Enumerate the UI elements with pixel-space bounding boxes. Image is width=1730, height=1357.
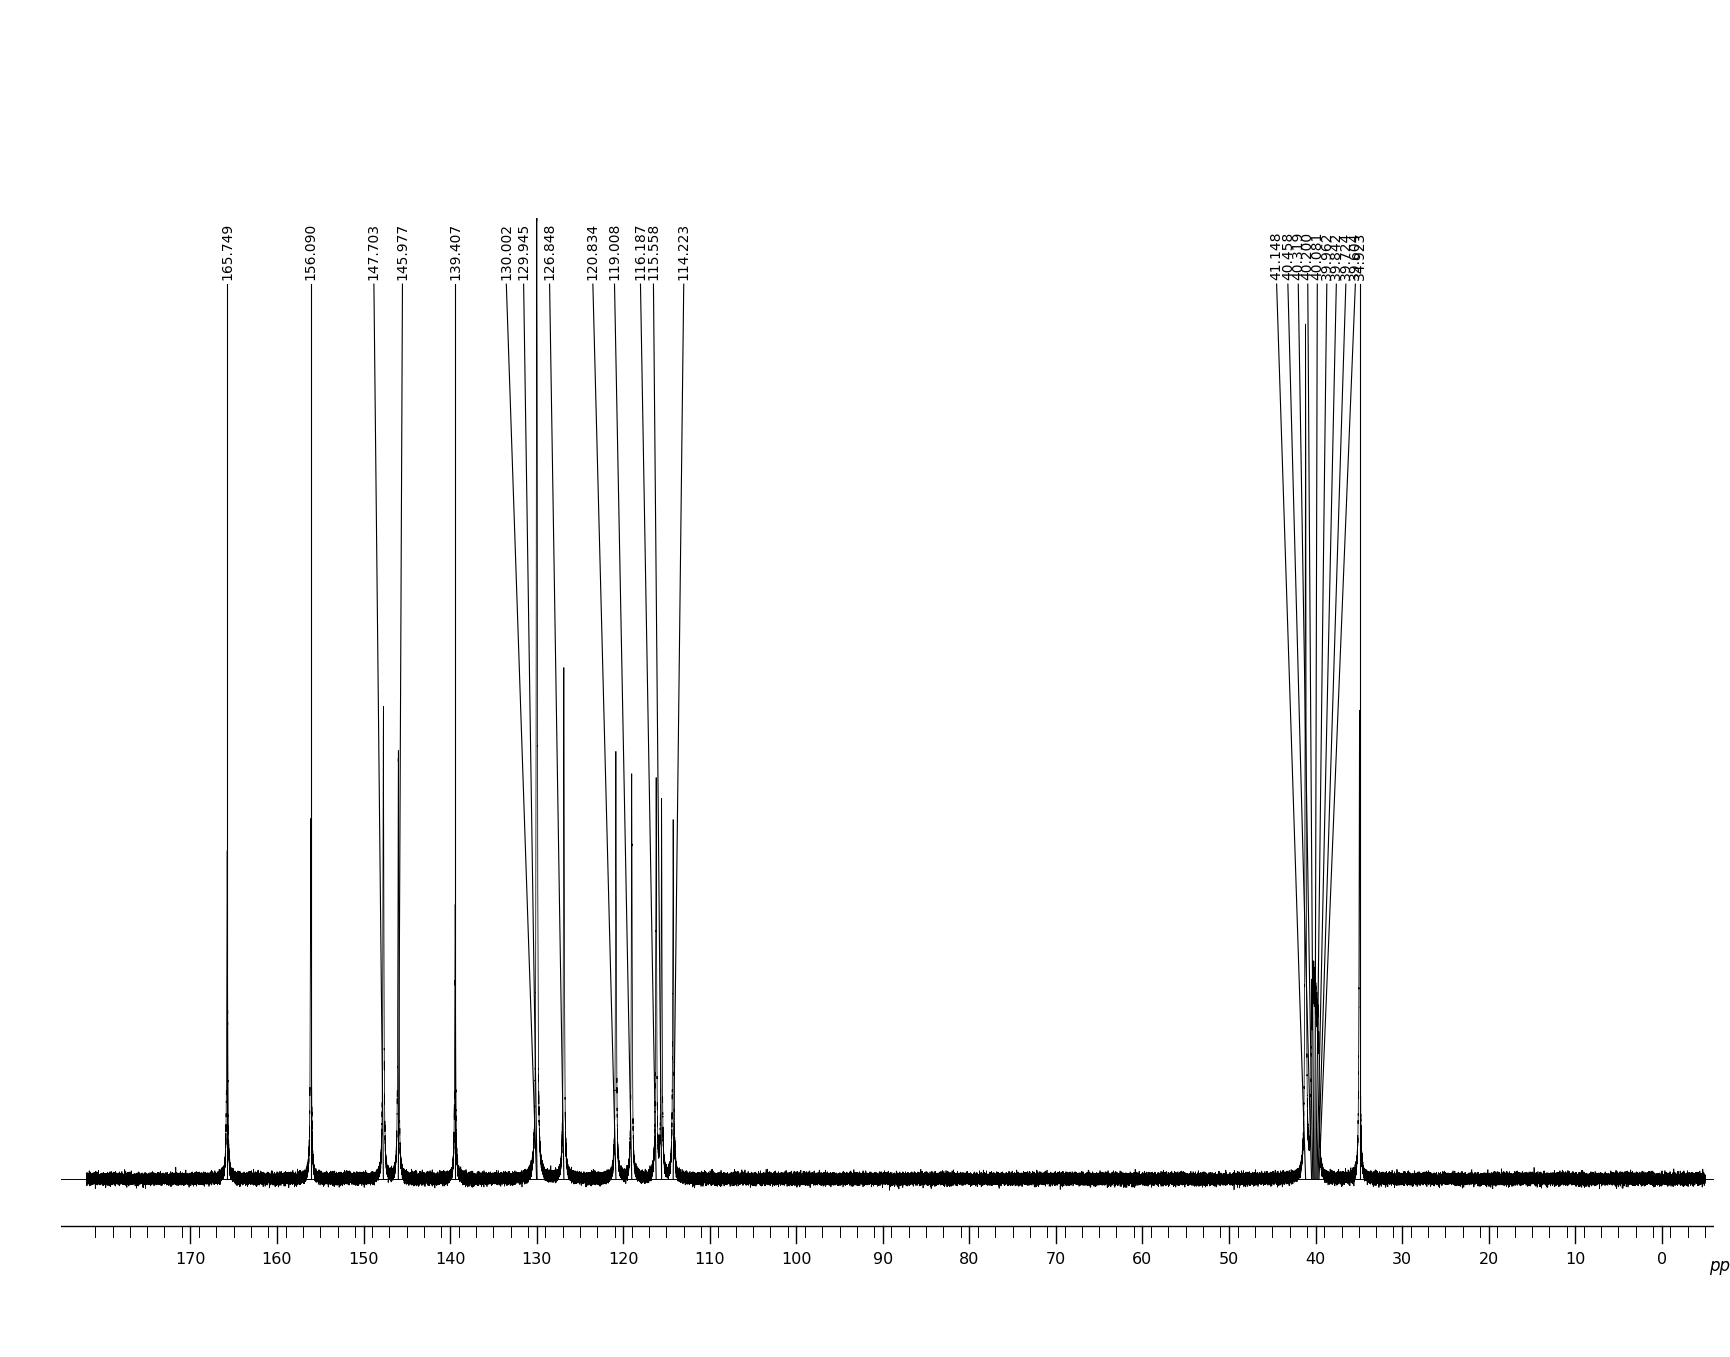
Text: 30: 30 <box>1391 1251 1412 1267</box>
Text: 50: 50 <box>1218 1251 1239 1267</box>
Text: 40.200: 40.200 <box>1299 232 1315 280</box>
Text: 130.002: 130.002 <box>498 223 514 280</box>
Text: 39.962: 39.962 <box>1318 232 1334 280</box>
Text: 40.081: 40.081 <box>1310 232 1323 280</box>
Text: 39.724: 39.724 <box>1337 232 1353 280</box>
Text: 170: 170 <box>175 1251 206 1267</box>
Text: 145.977: 145.977 <box>394 223 410 280</box>
Text: 115.558: 115.558 <box>645 223 661 280</box>
Text: 156.090: 156.090 <box>304 223 318 280</box>
Text: 139.407: 139.407 <box>448 223 462 280</box>
Text: 116.187: 116.187 <box>633 223 647 280</box>
Text: 40.319: 40.319 <box>1291 232 1304 280</box>
Text: 165.749: 165.749 <box>220 223 234 280</box>
Text: 120.834: 120.834 <box>585 223 600 280</box>
Text: 129.945: 129.945 <box>516 223 531 280</box>
Text: 0: 0 <box>1656 1251 1666 1267</box>
Text: 147.703: 147.703 <box>367 223 381 280</box>
Text: 40: 40 <box>1304 1251 1325 1267</box>
Text: 120: 120 <box>607 1251 638 1267</box>
Text: 39.842: 39.842 <box>1329 232 1342 280</box>
Text: 40.458: 40.458 <box>1280 232 1294 280</box>
Text: 126.848: 126.848 <box>541 223 557 280</box>
Text: 119.008: 119.008 <box>607 223 621 280</box>
Text: 80: 80 <box>958 1251 979 1267</box>
Text: 60: 60 <box>1131 1251 1152 1267</box>
Text: 130: 130 <box>521 1251 552 1267</box>
Text: 41.148: 41.148 <box>1268 232 1284 280</box>
Text: 70: 70 <box>1045 1251 1066 1267</box>
Text: 90: 90 <box>872 1251 893 1267</box>
Text: 150: 150 <box>348 1251 379 1267</box>
Text: 100: 100 <box>780 1251 811 1267</box>
Text: 34.923: 34.923 <box>1351 232 1365 280</box>
Text: 160: 160 <box>261 1251 292 1267</box>
Text: 110: 110 <box>694 1251 725 1267</box>
Text: 114.223: 114.223 <box>676 223 690 280</box>
Text: 20: 20 <box>1477 1251 1498 1267</box>
Text: ppm: ppm <box>1709 1257 1730 1274</box>
Text: 39.604: 39.604 <box>1348 232 1362 280</box>
Text: 10: 10 <box>1564 1251 1585 1267</box>
Text: 140: 140 <box>434 1251 465 1267</box>
